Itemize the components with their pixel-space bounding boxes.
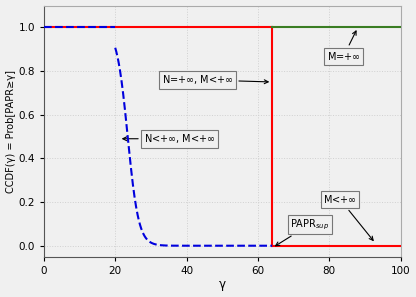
- Text: M<+$\infty$: M<+$\infty$: [323, 193, 373, 240]
- X-axis label: γ: γ: [219, 279, 226, 291]
- Text: N=+$\infty$, M<+$\infty$: N=+$\infty$, M<+$\infty$: [161, 73, 268, 86]
- Y-axis label: CCDF(γ) = Prob[PAPR≥γ]: CCDF(γ) = Prob[PAPR≥γ]: [5, 69, 15, 192]
- Text: M=+$\infty$: M=+$\infty$: [327, 31, 360, 62]
- Text: PAPR$_{sup}$: PAPR$_{sup}$: [276, 217, 329, 246]
- Text: N<+$\infty$, M<+$\infty$: N<+$\infty$, M<+$\infty$: [123, 132, 215, 145]
